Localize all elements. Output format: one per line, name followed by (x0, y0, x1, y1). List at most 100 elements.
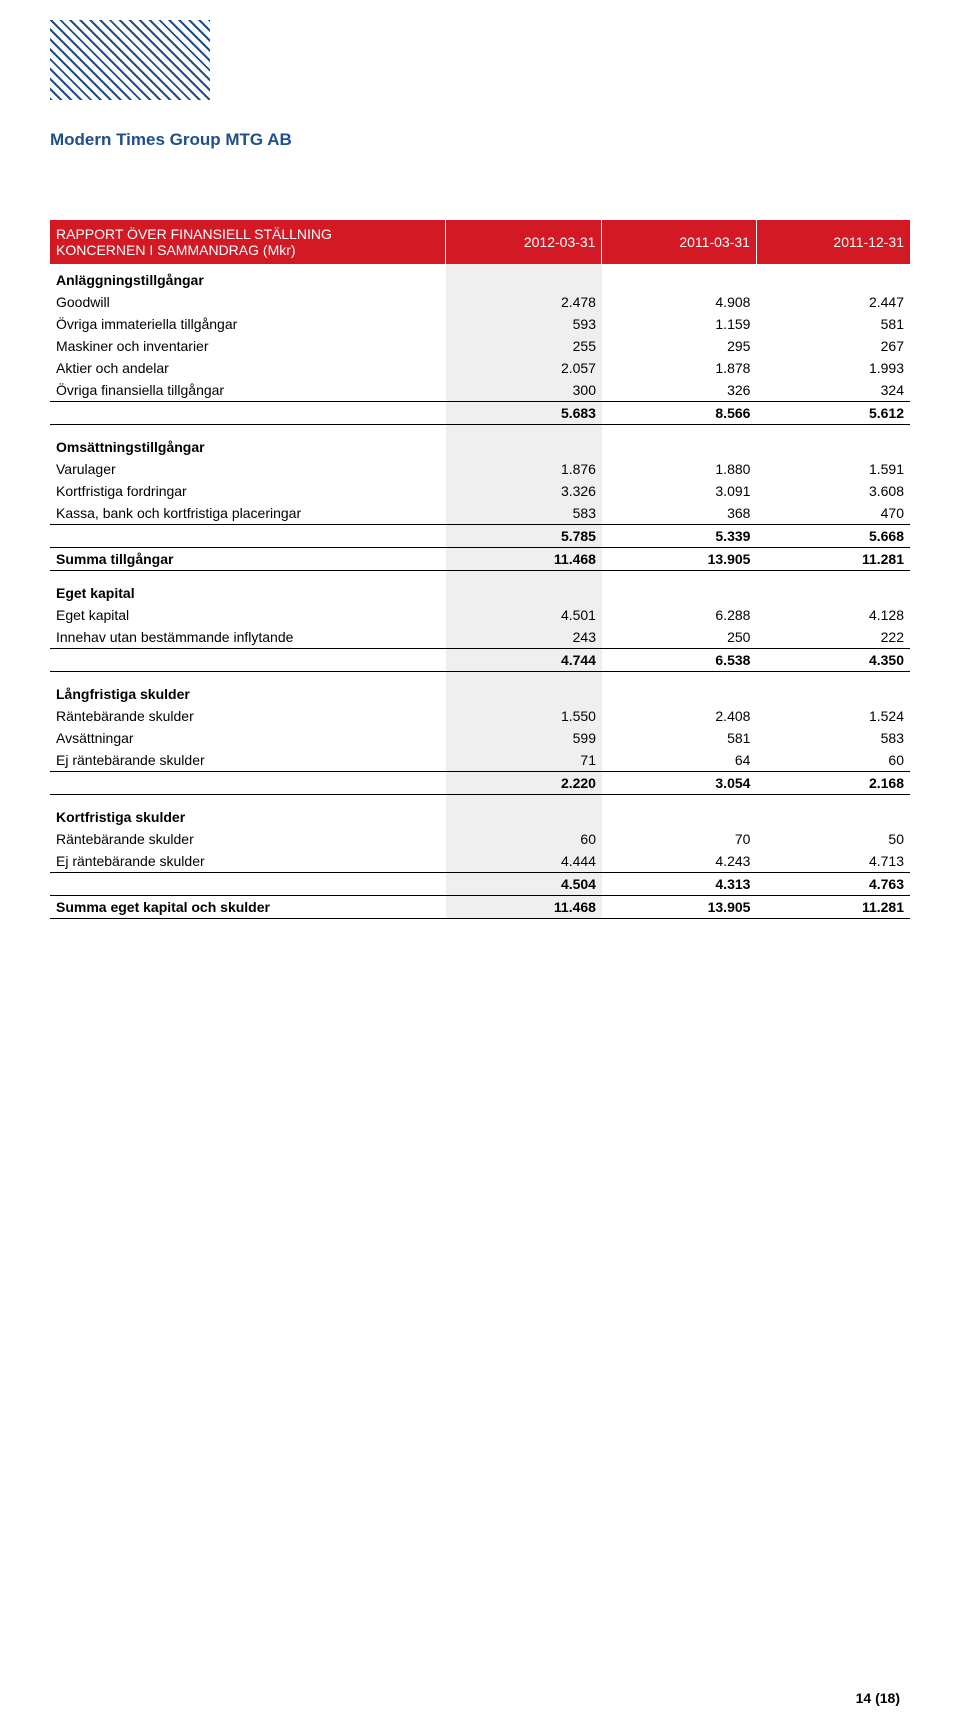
subtotal-label (50, 873, 446, 896)
grand-col-2: 11.281 (756, 896, 910, 919)
subtotal-row: 5.6838.5665.612 (50, 402, 910, 425)
data-row: Räntebärande skulder607050 (50, 828, 910, 850)
data-row: Räntebärande skulder1.5502.4081.524 (50, 705, 910, 727)
subtotal-col-0: 4.744 (446, 649, 602, 672)
empty-cell (446, 672, 602, 706)
col-header-1: 2011-03-31 (602, 220, 756, 264)
cell-col-2: 3.608 (756, 480, 910, 502)
cell-col-2: 1.591 (756, 458, 910, 480)
cell-col-0: 60 (446, 828, 602, 850)
empty-cell (602, 425, 756, 459)
empty-cell (602, 795, 756, 829)
section-title: Eget kapital (50, 571, 446, 605)
cell-col-1: 64 (602, 749, 756, 772)
table-title-cell: RAPPORT ÖVER FINANSIELL STÄLLNING KONCER… (50, 220, 446, 264)
cell-col-2: 324 (756, 379, 910, 402)
section-heading-row: Kortfristiga skulder (50, 795, 910, 829)
data-row: Övriga finansiella tillgångar300326324 (50, 379, 910, 402)
empty-cell (602, 264, 756, 291)
row-label: Maskiner och inventarier (50, 335, 446, 357)
subtotal-row: 4.7446.5384.350 (50, 649, 910, 672)
cell-col-1: 1.880 (602, 458, 756, 480)
cell-col-0: 583 (446, 502, 602, 525)
cell-col-2: 4.128 (756, 604, 910, 626)
section-heading-row: Omsättningstillgångar (50, 425, 910, 459)
section-title: Kortfristiga skulder (50, 795, 446, 829)
empty-cell (602, 672, 756, 706)
row-label: Övriga finansiella tillgångar (50, 379, 446, 402)
cell-col-2: 581 (756, 313, 910, 335)
cell-col-1: 295 (602, 335, 756, 357)
section-title: Långfristiga skulder (50, 672, 446, 706)
data-row: Ej räntebärande skulder4.4444.2434.713 (50, 850, 910, 873)
data-row: Kortfristiga fordringar3.3263.0913.608 (50, 480, 910, 502)
cell-col-1: 581 (602, 727, 756, 749)
data-row: Varulager1.8761.8801.591 (50, 458, 910, 480)
cell-col-2: 1.524 (756, 705, 910, 727)
subtotal-col-0: 5.683 (446, 402, 602, 425)
empty-cell (756, 672, 910, 706)
cell-col-0: 255 (446, 335, 602, 357)
financial-table-container: RAPPORT ÖVER FINANSIELL STÄLLNING KONCER… (50, 220, 910, 919)
data-row: Övriga immateriella tillgångar5931.15958… (50, 313, 910, 335)
cell-col-1: 3.091 (602, 480, 756, 502)
company-name: Modern Times Group MTG AB (50, 130, 960, 150)
section-heading-row: Anläggningstillgångar (50, 264, 910, 291)
grand-col-2: 11.281 (756, 548, 910, 571)
cell-col-2: 222 (756, 626, 910, 649)
cell-col-1: 1.878 (602, 357, 756, 379)
subtotal-col-2: 5.612 (756, 402, 910, 425)
cell-col-0: 300 (446, 379, 602, 402)
cell-col-1: 326 (602, 379, 756, 402)
subtotal-col-1: 6.538 (602, 649, 756, 672)
cell-col-0: 71 (446, 749, 602, 772)
grand-label: Summa tillgångar (50, 548, 446, 571)
cell-col-0: 1.550 (446, 705, 602, 727)
data-row: Goodwill2.4784.9082.447 (50, 291, 910, 313)
subtotal-col-0: 5.785 (446, 525, 602, 548)
row-label: Övriga immateriella tillgångar (50, 313, 446, 335)
row-label: Varulager (50, 458, 446, 480)
cell-col-2: 1.993 (756, 357, 910, 379)
cell-col-2: 583 (756, 727, 910, 749)
subtotal-label (50, 525, 446, 548)
subtotal-col-1: 3.054 (602, 772, 756, 795)
section-title: Anläggningstillgångar (50, 264, 446, 291)
cell-col-2: 50 (756, 828, 910, 850)
grand-col-0: 11.468 (446, 548, 602, 571)
row-label: Eget kapital (50, 604, 446, 626)
subtotal-col-2: 4.350 (756, 649, 910, 672)
section-heading-row: Långfristiga skulder (50, 672, 910, 706)
data-row: Avsättningar599581583 (50, 727, 910, 749)
data-row: Kassa, bank och kortfristiga placeringar… (50, 502, 910, 525)
header-hatch-pattern (50, 20, 210, 100)
cell-col-2: 267 (756, 335, 910, 357)
empty-cell (446, 571, 602, 605)
table-header-row: RAPPORT ÖVER FINANSIELL STÄLLNING KONCER… (50, 220, 910, 264)
section-title: Omsättningstillgångar (50, 425, 446, 459)
cell-col-0: 243 (446, 626, 602, 649)
subtotal-col-1: 5.339 (602, 525, 756, 548)
cell-col-1: 70 (602, 828, 756, 850)
cell-col-0: 1.876 (446, 458, 602, 480)
row-label: Ej räntebärande skulder (50, 749, 446, 772)
empty-cell (756, 425, 910, 459)
empty-cell (756, 264, 910, 291)
cell-col-0: 4.444 (446, 850, 602, 873)
subtotal-col-0: 4.504 (446, 873, 602, 896)
subtotal-label (50, 402, 446, 425)
row-label: Kortfristiga fordringar (50, 480, 446, 502)
subtotal-row: 5.7855.3395.668 (50, 525, 910, 548)
cell-col-2: 2.447 (756, 291, 910, 313)
cell-col-2: 470 (756, 502, 910, 525)
subtotal-col-0: 2.220 (446, 772, 602, 795)
grand-total-row: Summa tillgångar11.46813.90511.281 (50, 548, 910, 571)
cell-col-1: 1.159 (602, 313, 756, 335)
col-header-0: 2012-03-31 (446, 220, 602, 264)
cell-col-0: 2.057 (446, 357, 602, 379)
empty-cell (446, 795, 602, 829)
cell-col-2: 4.713 (756, 850, 910, 873)
cell-col-0: 3.326 (446, 480, 602, 502)
col-header-2: 2011-12-31 (756, 220, 910, 264)
cell-col-1: 2.408 (602, 705, 756, 727)
